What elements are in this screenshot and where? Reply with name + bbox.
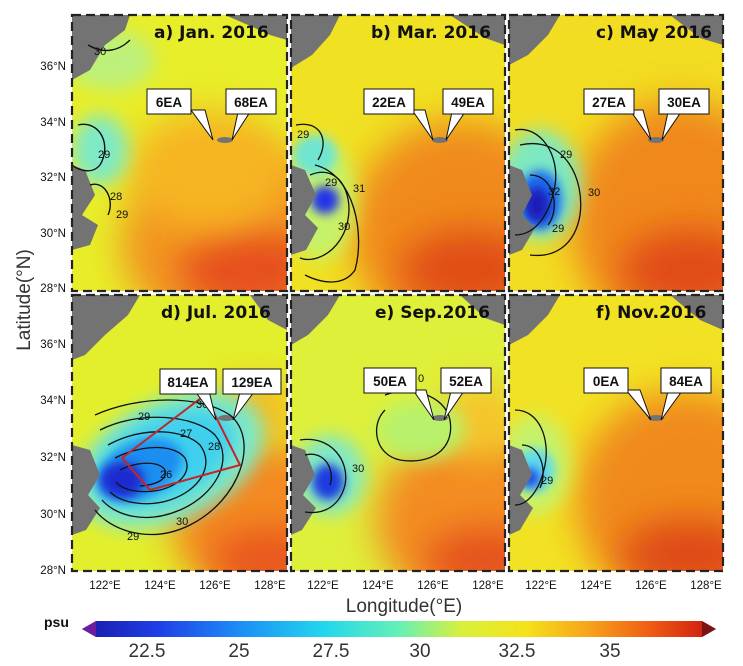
contour-label: 29 <box>325 177 337 189</box>
lat-tick: 32°N <box>40 172 66 184</box>
callout-left: 6EA <box>146 88 214 141</box>
callout-left: 50EA <box>363 367 435 421</box>
lon-tick: 124°E <box>580 580 612 592</box>
panel-frames <box>70 13 725 573</box>
lat-tick: 34°N <box>40 117 66 129</box>
contour-label: 29 <box>541 475 553 487</box>
panel-f: 29 f) Nov.2016 0EA 84EA <box>509 295 723 571</box>
lon-tick: 122°E <box>525 580 557 592</box>
panel-c: 29 32 30 29 c) May 2016 27EA 30EA <box>509 15 723 291</box>
lon-ticks-a: 122°E 124°E 126°E 128°E <box>89 580 286 592</box>
lon-tick: 126°E <box>417 580 449 592</box>
svg-text:129EA: 129EA <box>231 375 273 390</box>
panel-title: d) Jul. 2016 <box>161 303 271 323</box>
colorbar-unit: psu <box>44 614 69 630</box>
panel-title: f) Nov.2016 <box>596 303 706 323</box>
colorbar: psu 22.5 25 27.5 30 32.5 35 <box>44 614 716 662</box>
contour-label: 30 <box>338 221 350 233</box>
lat-tick: 30°N <box>40 228 66 240</box>
study-area-box <box>120 393 242 492</box>
svg-text:84EA: 84EA <box>669 374 703 389</box>
lat-tick: 28°N <box>40 565 66 577</box>
lat-tick: 36°N <box>40 339 66 351</box>
panel-title: e) Sep.2016 <box>375 303 490 323</box>
callout-right: 84EA <box>660 367 712 421</box>
lat-tick: 34°N <box>40 395 66 407</box>
contour-label: 27 <box>180 428 192 440</box>
panel-e: 30 0 e) Sep.2016 50EA 52EA <box>291 295 505 571</box>
contour-label: 29 <box>552 223 564 235</box>
svg-text:6EA: 6EA <box>156 95 183 110</box>
contour-label: 0 <box>418 373 424 385</box>
svg-text:814EA: 814EA <box>167 375 209 390</box>
callout-left: 22EA <box>363 88 434 141</box>
contour-label: 26 <box>160 469 172 481</box>
callout-left: 0EA <box>583 367 652 421</box>
contour-label: 31 <box>353 183 365 195</box>
contour-label: 32 <box>548 186 560 198</box>
x-axis-title: Longitude(°E) <box>346 596 462 617</box>
panel-d: 29 30 27 28 26 30 29 d) Jul. 2016 814EA … <box>72 295 287 571</box>
callout-right: 30EA <box>658 88 710 141</box>
lat-tick: 32°N <box>40 452 66 464</box>
lon-ticks-b: 122°E 124°E 126°E 128°E <box>307 580 504 592</box>
lat-tick: 36°N <box>40 61 66 73</box>
contour-label: 28 <box>110 191 122 203</box>
callout-right: 68EA <box>225 88 277 141</box>
panel-title: a) Jan. 2016 <box>154 23 269 43</box>
svg-text:0EA: 0EA <box>593 374 620 389</box>
contour-label: 30 <box>94 46 106 58</box>
callout-left: 27EA <box>583 88 652 141</box>
lon-tick: 128°E <box>690 580 722 592</box>
lon-tick: 124°E <box>362 580 394 592</box>
colorbar-tick: 27.5 <box>313 641 350 662</box>
lon-tick: 122°E <box>307 580 339 592</box>
lon-tick: 126°E <box>199 580 231 592</box>
panel-a: 30 29 28 29 a) Jan. 2016 6EA 68EA <box>72 15 287 291</box>
panel-title: c) May 2016 <box>596 23 712 43</box>
y-axis-title: Latitude(°N) <box>14 249 35 351</box>
lon-tick: 126°E <box>635 580 667 592</box>
contour-label: 29 <box>116 209 128 221</box>
svg-text:27EA: 27EA <box>592 95 626 110</box>
svg-text:22EA: 22EA <box>372 95 406 110</box>
contour-label: 29 <box>138 411 150 423</box>
lon-tick: 128°E <box>472 580 504 592</box>
svg-text:30EA: 30EA <box>667 95 701 110</box>
svg-text:50EA: 50EA <box>373 374 407 389</box>
callout-right: 129EA <box>222 368 282 421</box>
colorbar-tick: 32.5 <box>499 641 536 662</box>
lat-ticks-top: 36°N 34°N 32°N 30°N 28°N <box>40 61 66 295</box>
contour-label: 30 <box>352 463 364 475</box>
svg-text:52EA: 52EA <box>449 374 483 389</box>
panel-b: 29 29 31 30 b) Mar. 2016 22EA 49EA <box>291 15 505 291</box>
callout-left: 814EA <box>159 368 217 421</box>
lon-tick: 124°E <box>144 580 176 592</box>
contour-label: 29 <box>98 149 110 161</box>
svg-text:68EA: 68EA <box>234 95 268 110</box>
lon-ticks-c: 122°E 124°E 126°E 128°E <box>525 580 722 592</box>
colorbar-tick: 25 <box>228 641 249 662</box>
contour-label: 30 <box>176 516 188 528</box>
colorbar-tick: 22.5 <box>129 641 166 662</box>
panel-title: b) Mar. 2016 <box>371 23 491 43</box>
lat-ticks-bottom: 36°N 34°N 32°N 30°N 28°N <box>40 339 66 577</box>
contour-label: 29 <box>297 129 309 141</box>
lon-tick: 122°E <box>89 580 121 592</box>
colorbar-tick: 30 <box>409 641 430 662</box>
callout-right: 49EA <box>442 88 494 141</box>
lon-tick: 128°E <box>254 580 286 592</box>
contour-label: 29 <box>560 149 572 161</box>
contour-label: 28 <box>208 441 220 453</box>
svg-text:49EA: 49EA <box>451 95 485 110</box>
lat-tick: 28°N <box>40 283 66 295</box>
lat-tick: 30°N <box>40 509 66 521</box>
contour-label: 29 <box>127 531 139 543</box>
colorbar-tick: 35 <box>599 641 620 662</box>
callout-right: 52EA <box>440 367 492 421</box>
contour-label: 30 <box>588 187 600 199</box>
